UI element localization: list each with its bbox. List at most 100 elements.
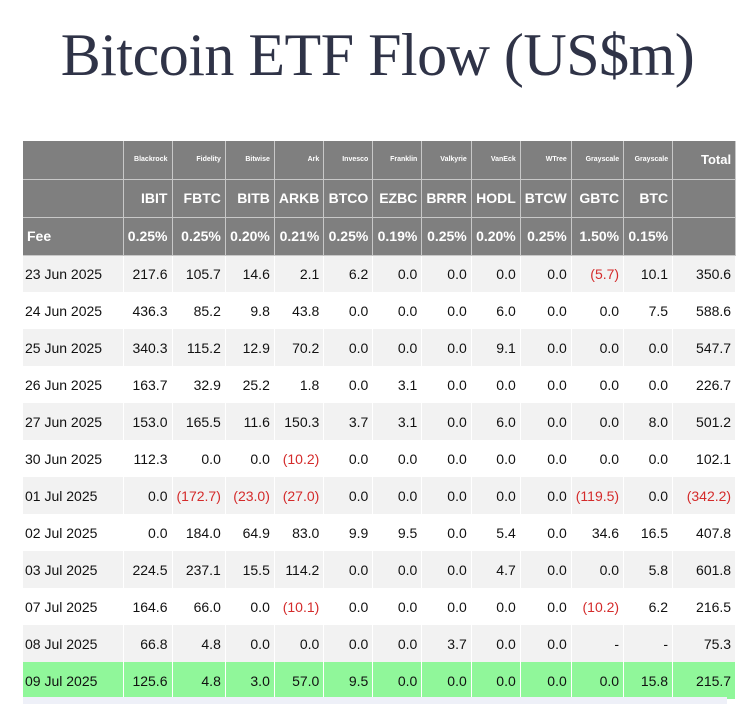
header-corner xyxy=(23,141,124,180)
flow-cell: 0.0 xyxy=(520,440,572,477)
flow-cell: 6.0 xyxy=(471,403,521,440)
flow-cell: 9.5 xyxy=(323,662,374,699)
flow-cell: 340.3 xyxy=(123,329,173,366)
total-cell: 588.6 xyxy=(672,292,737,329)
flow-cell: 115.2 xyxy=(172,329,226,366)
total-cell: (342.2) xyxy=(672,477,737,514)
flow-cell: 25.2 xyxy=(225,366,275,403)
table-row: 03 Jul 2025 224.5 237.1 15.5 114.2 0.0 0.0 0.0 4… xyxy=(23,551,737,588)
flow-cell: 43.8 xyxy=(274,292,325,329)
header-blank xyxy=(672,179,737,218)
flow-cell: 16.5 xyxy=(623,514,674,551)
flow-cell: (23.0) xyxy=(225,477,275,514)
flow-cell: 9.9 xyxy=(323,514,374,551)
issuer-header: WTree xyxy=(520,141,572,180)
table-continuation xyxy=(23,697,727,704)
date-cell: 01 Jul 2025 xyxy=(23,477,124,514)
date-cell: 07 Jul 2025 xyxy=(23,588,124,625)
flow-cell: 0.0 xyxy=(471,477,521,514)
flow-cell: 0.0 xyxy=(623,440,674,477)
flow-cell: 1.8 xyxy=(274,366,325,403)
flow-cell: 0.0 xyxy=(471,662,521,699)
fee-value: 0.25% xyxy=(421,217,472,256)
ticker-header: BTCO xyxy=(323,179,374,218)
flow-cell: 4.8 xyxy=(172,662,226,699)
flow-cell: 0.0 xyxy=(372,329,423,366)
flow-cell: 0.0 xyxy=(520,551,572,588)
flow-cell: 0.0 xyxy=(123,514,173,551)
fee-label: Fee xyxy=(23,217,124,256)
flow-cell: 0.0 xyxy=(421,255,472,292)
ticker-header: HODL xyxy=(471,179,521,218)
flow-cell: 0.0 xyxy=(421,403,472,440)
total-cell: 102.1 xyxy=(672,440,737,477)
flow-cell: 0.0 xyxy=(225,588,275,625)
flow-cell: 9.1 xyxy=(471,329,521,366)
table-body: Blackrock Fidelity Bitwise Ark Invesco Frankl… xyxy=(23,141,737,699)
flow-cell: 0.0 xyxy=(471,255,521,292)
issuer-header-row: Blackrock Fidelity Bitwise Ark Invesco Frankl… xyxy=(23,141,737,180)
flow-cell: 0.0 xyxy=(571,403,625,440)
flow-cell: 105.7 xyxy=(172,255,226,292)
flow-cell: 0.0 xyxy=(372,662,423,699)
flow-cell: 0.0 xyxy=(421,514,472,551)
ticker-header: ARKB xyxy=(274,179,325,218)
issuer-header: Grayscale xyxy=(623,141,674,180)
flow-cell: 0.0 xyxy=(372,625,423,662)
flow-cell: 0.0 xyxy=(372,255,423,292)
fee-value: 1.50% xyxy=(571,217,625,256)
flow-cell: 0.0 xyxy=(571,551,625,588)
flow-cell: 9.8 xyxy=(225,292,275,329)
flow-cell: 4.8 xyxy=(172,625,226,662)
flow-cell: 0.0 xyxy=(520,514,572,551)
flow-cell: 0.0 xyxy=(571,329,625,366)
flow-cell: 0.0 xyxy=(172,440,226,477)
issuer-header: Franklin xyxy=(372,141,423,180)
ticker-header: FBTC xyxy=(172,179,226,218)
date-cell: 03 Jul 2025 xyxy=(23,551,124,588)
flow-cell: 0.0 xyxy=(372,292,423,329)
total-cell: 407.8 xyxy=(672,514,737,551)
flow-cell: 4.7 xyxy=(471,551,521,588)
issuer-header: Ark xyxy=(274,141,325,180)
fee-value: 0.20% xyxy=(471,217,521,256)
header-blank xyxy=(672,217,737,256)
total-header: Total xyxy=(672,141,737,180)
table-row: 24 Jun 2025 436.3 85.2 9.8 43.8 0.0 0.0 0.0 6.0 0… xyxy=(23,292,737,329)
fee-row: Fee 0.25% 0.25% 0.20% 0.21% 0.25% 0.19% 0.25% 0.… xyxy=(23,217,737,256)
flow-cell: 0.0 xyxy=(323,551,374,588)
flow-cell: 0.0 xyxy=(323,625,374,662)
flow-cell: 0.0 xyxy=(471,588,521,625)
ticker-header: BITB xyxy=(225,179,275,218)
flow-cell: 0.0 xyxy=(323,366,374,403)
flow-cell: 57.0 xyxy=(274,662,325,699)
flow-cell: 0.0 xyxy=(323,329,374,366)
flow-cell: 0.0 xyxy=(225,625,275,662)
flow-cell: 0.0 xyxy=(623,477,674,514)
flow-cell: (10.2) xyxy=(571,588,625,625)
ticker-header-row: IBIT FBTC BITB ARKB BTCO EZBC BRRR HODL BTCW GBTC… xyxy=(23,179,737,218)
flow-cell: 0.0 xyxy=(421,662,472,699)
etf-flow-table: Blackrock Fidelity Bitwise Ark Invesco Frankl… xyxy=(23,141,737,699)
date-cell: 27 Jun 2025 xyxy=(23,403,124,440)
flow-cell: 0.0 xyxy=(421,477,472,514)
fee-value: 0.25% xyxy=(123,217,173,256)
flow-cell: 164.6 xyxy=(123,588,173,625)
flow-cell: 0.0 xyxy=(372,477,423,514)
flow-cell: 7.5 xyxy=(623,292,674,329)
flow-cell: 0.0 xyxy=(571,292,625,329)
flow-cell: 153.0 xyxy=(123,403,173,440)
flow-cell: 0.0 xyxy=(421,329,472,366)
issuer-header: VanEck xyxy=(471,141,521,180)
table-row: 02 Jul 2025 0.0 184.0 64.9 83.0 9.9 9.5 0.0 5.4 0… xyxy=(23,514,737,551)
flow-cell: 3.7 xyxy=(323,403,374,440)
flow-cell: 0.0 xyxy=(123,477,173,514)
flow-cell: 0.0 xyxy=(571,440,625,477)
issuer-header: Blackrock xyxy=(123,141,173,180)
flow-cell: 0.0 xyxy=(323,588,374,625)
flow-cell: - xyxy=(623,625,674,662)
issuer-header: Invesco xyxy=(323,141,374,180)
flow-cell: 6.0 xyxy=(471,292,521,329)
total-cell: 215.7 xyxy=(672,662,737,699)
flow-cell: 0.0 xyxy=(323,292,374,329)
